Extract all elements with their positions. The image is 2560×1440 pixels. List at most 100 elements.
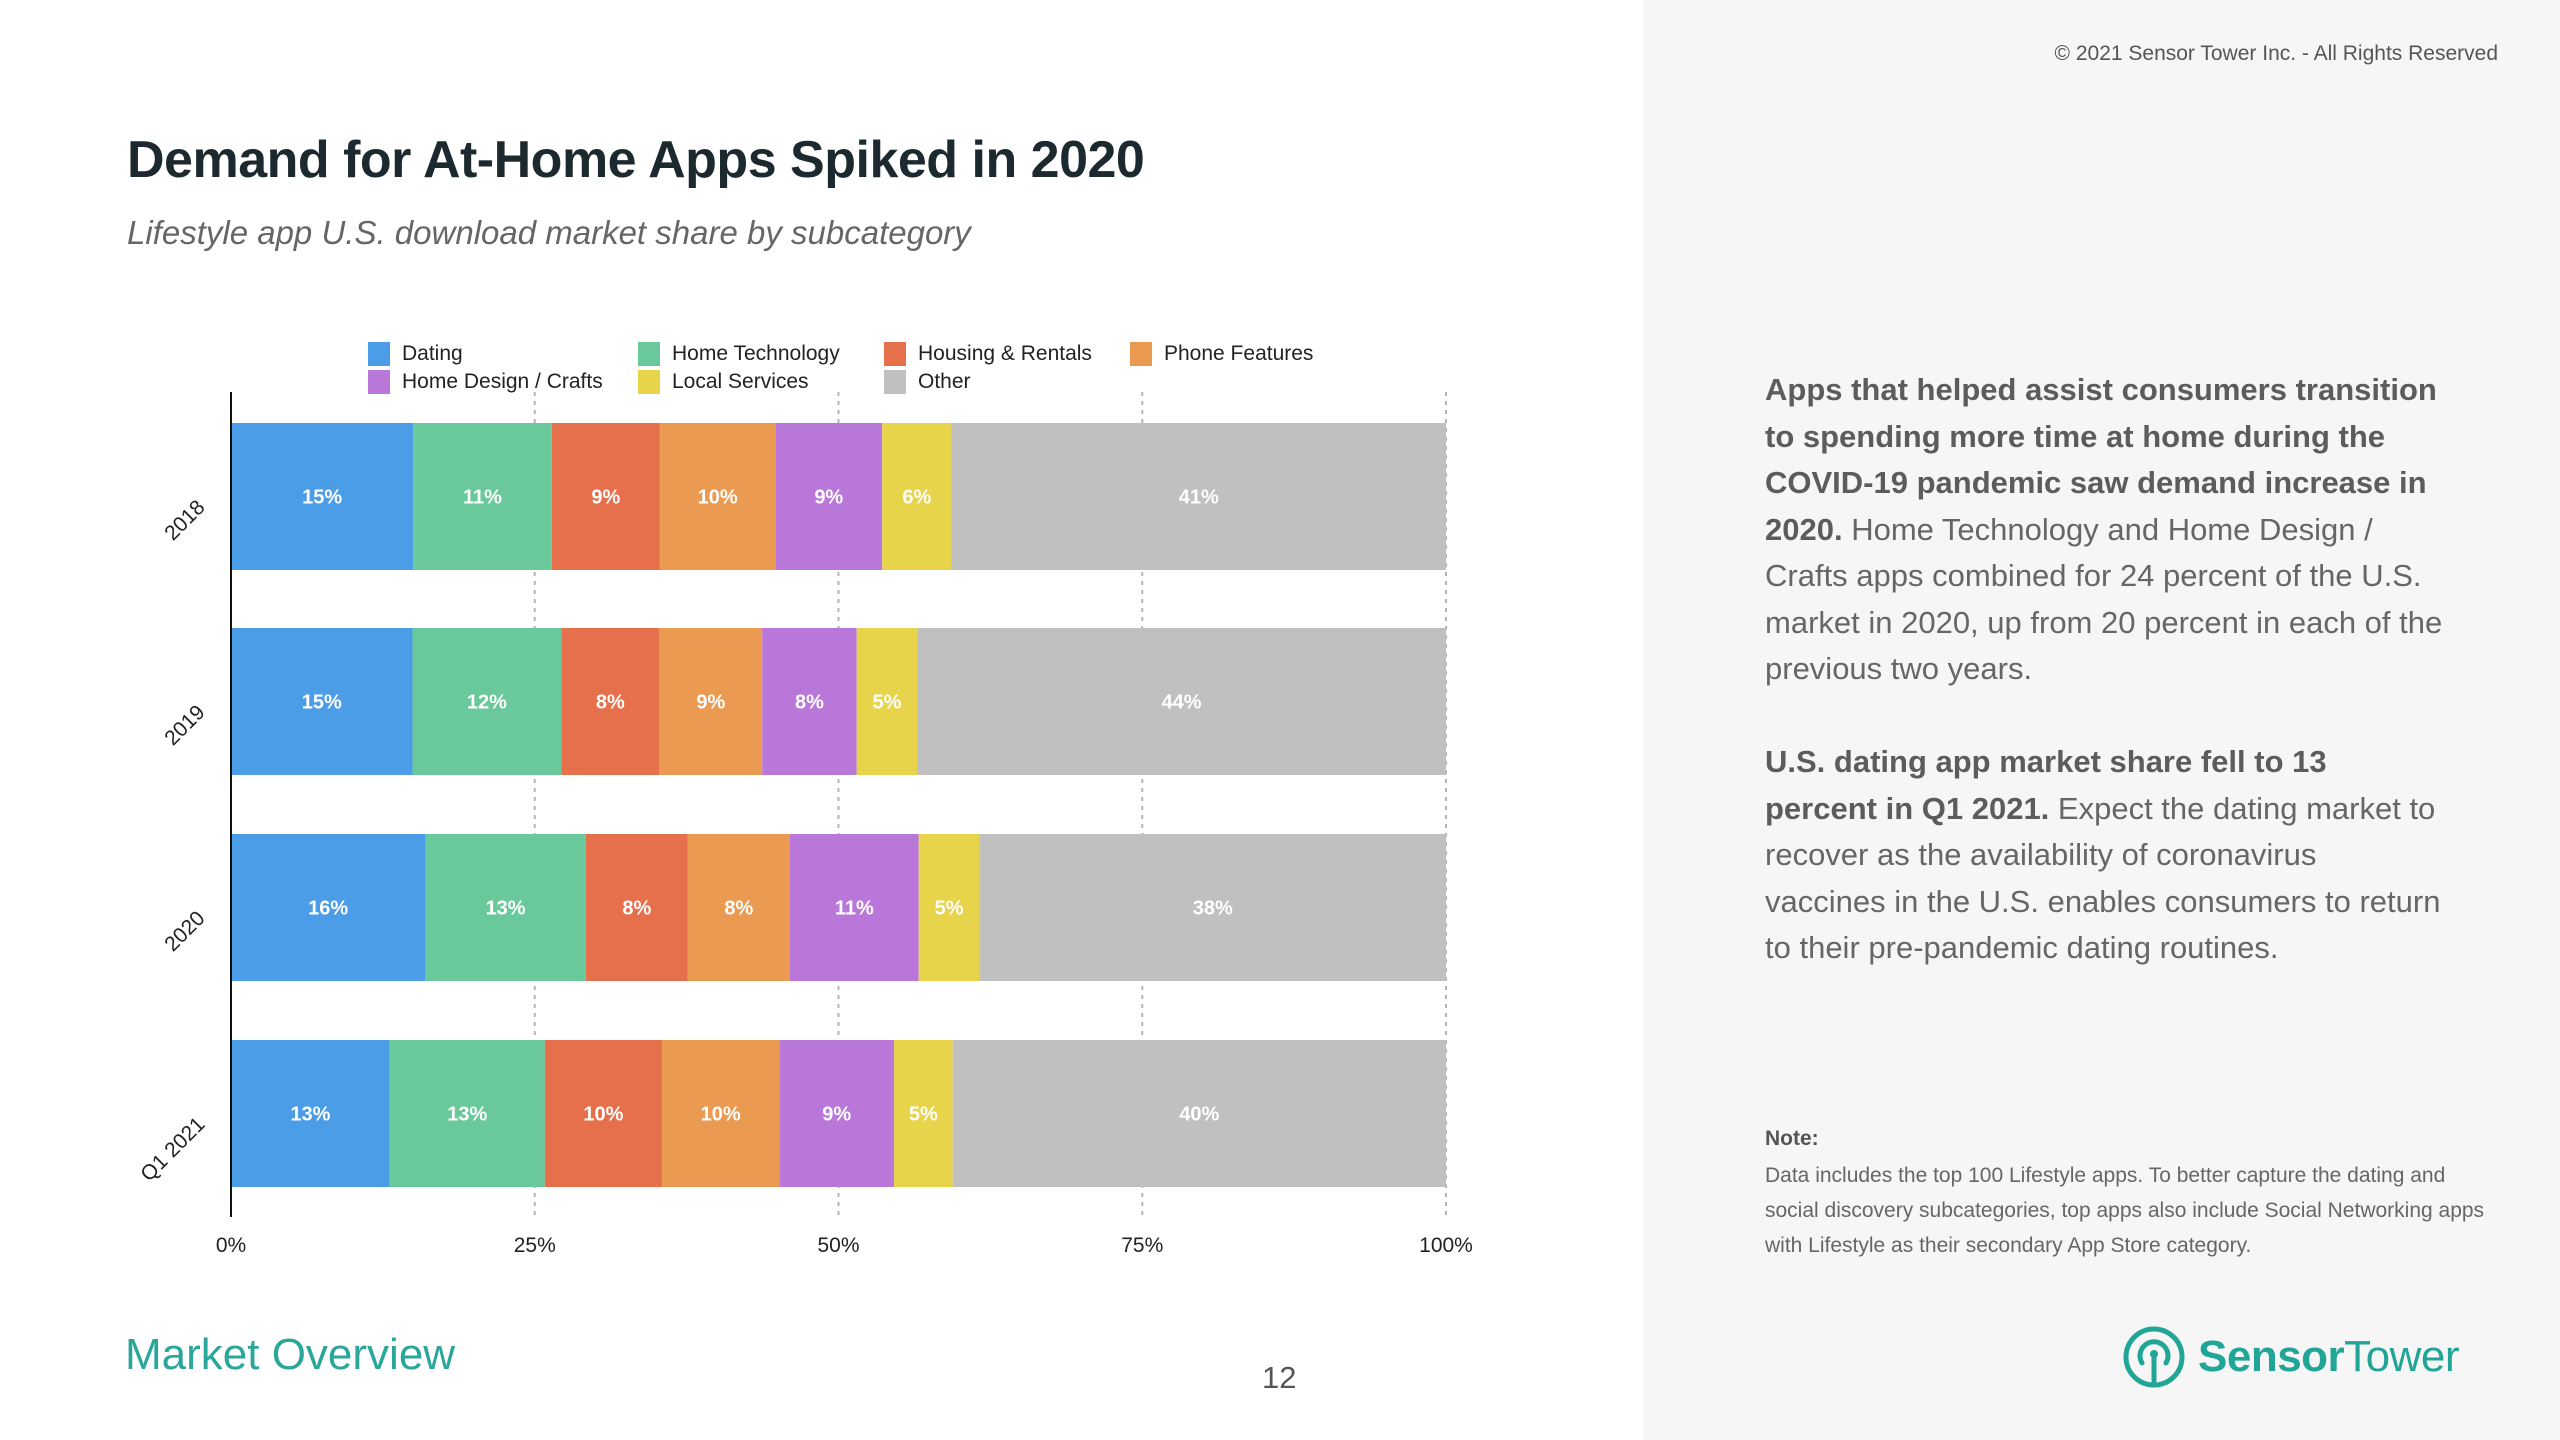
bar-segment: [551, 423, 660, 570]
data-label: 8%: [596, 692, 625, 714]
x-tick-label: 25%: [514, 1234, 556, 1257]
data-label: 11%: [835, 898, 874, 920]
y-category-label: 2018: [160, 496, 209, 545]
page-title: Demand for At-Home Apps Spiked in 2020: [127, 131, 1145, 189]
legend-swatch: [638, 370, 660, 394]
insight-2-bold: U.S. dating app market share fell to 13 …: [1765, 744, 2327, 826]
bar-segment: [231, 423, 414, 570]
x-tick-label: 50%: [817, 1234, 859, 1257]
bar-segment: [231, 834, 426, 981]
legend-item: Home Design / Crafts: [368, 370, 603, 394]
legend-label: Local Services: [672, 370, 809, 393]
data-label: 9%: [591, 487, 620, 509]
data-label: 9%: [814, 487, 843, 509]
insight-1-text: Home Technology and Home Design / Crafts…: [1765, 511, 2443, 687]
legend-item: Other: [884, 370, 971, 394]
bar-segment: [659, 423, 776, 570]
legend-item: Local Services: [638, 370, 809, 394]
legend-label: Home Technology: [672, 342, 840, 365]
data-label: 13%: [486, 898, 526, 920]
data-label: 9%: [822, 1104, 851, 1126]
bar-segment: [585, 834, 688, 981]
data-label: 40%: [1179, 1104, 1219, 1126]
data-label: 15%: [302, 487, 342, 509]
insight-paragraph-1: Apps that helped assist consumers transi…: [1765, 367, 2445, 693]
bar-segment: [789, 834, 919, 981]
bar-segment: [917, 628, 1446, 775]
data-label: 8%: [795, 692, 824, 714]
legend-label: Other: [918, 370, 971, 393]
bar-segment: [412, 628, 562, 775]
bar-segment: [951, 423, 1446, 570]
bar-segment: [425, 834, 586, 981]
bar-segment: [659, 628, 763, 775]
bar-segment: [231, 1040, 390, 1187]
note-text: Data includes the top 100 Lifestyle apps…: [1765, 1164, 2485, 1257]
bar-segment: [561, 628, 660, 775]
y-category-label: 2020: [160, 907, 209, 956]
data-label: 13%: [447, 1104, 487, 1126]
legend-swatch: [638, 342, 660, 366]
bar-segment: [775, 423, 883, 570]
legend-label: Housing & Rentals: [918, 342, 1092, 365]
data-label: 8%: [622, 898, 651, 920]
legend-label: Dating: [402, 342, 463, 365]
legend-label: Home Design / Crafts: [402, 370, 603, 393]
legend-item: Dating: [368, 342, 463, 366]
insight-paragraph-2: U.S. dating app market share fell to 13 …: [1765, 739, 2445, 972]
logo-word-sensor: Sensor: [2198, 1332, 2345, 1381]
slide-main: Demand for At-Home Apps Spiked in 2020 L…: [125, 131, 1473, 1395]
bar-segment: [856, 628, 918, 775]
data-label: 41%: [1179, 487, 1219, 509]
data-label: 8%: [724, 898, 753, 920]
section-label: Market Overview: [125, 1330, 456, 1379]
x-tick-label: 0%: [216, 1234, 246, 1257]
data-label: 10%: [698, 487, 738, 509]
legend-item: Phone Features: [1130, 342, 1313, 366]
bar-segment: [762, 628, 857, 775]
bar-segment: [389, 1040, 545, 1187]
logo-word-tower: Tower: [2344, 1332, 2460, 1381]
data-label: 5%: [872, 692, 901, 714]
sensor-tower-logo: SensorTower: [2122, 1325, 2460, 1389]
data-label: 12%: [467, 692, 507, 714]
legend-item: Housing & Rentals: [884, 342, 1092, 366]
stacked-bar-chart: 0% 25% 50% 75% 100% 15% 11% 9% 10% 9% 6% 41% 2018 15%…: [136, 392, 1473, 1257]
page-subtitle: Lifestyle app U.S. download market share…: [127, 214, 971, 251]
insight-1-bold: Apps that helped assist consumers transi…: [1765, 372, 2437, 547]
x-tick-label: 75%: [1121, 1234, 1163, 1257]
data-label: 10%: [583, 1104, 623, 1126]
data-label: 13%: [290, 1104, 330, 1126]
bar-segment: [662, 1040, 780, 1187]
data-label: 5%: [935, 898, 964, 920]
data-label: 38%: [1193, 898, 1233, 920]
y-category-label: 2019: [160, 701, 209, 750]
logo-wordmark: SensorTower: [2198, 1332, 2460, 1382]
bar-segment: [894, 1040, 953, 1187]
x-tick-label: 100%: [1419, 1234, 1473, 1257]
legend-swatch: [1130, 342, 1152, 366]
data-label: 9%: [696, 692, 725, 714]
data-label: 6%: [902, 487, 931, 509]
bar-segment: [952, 1040, 1446, 1187]
bar-segment: [882, 423, 952, 570]
data-label: 11%: [463, 487, 502, 509]
bar-segment: [687, 834, 790, 981]
bar-segment: [779, 1040, 895, 1187]
legend-swatch: [368, 342, 390, 366]
legend-label: Phone Features: [1164, 342, 1314, 365]
legend-swatch: [884, 370, 906, 394]
legend-item: Home Technology: [638, 342, 840, 366]
data-label: 16%: [308, 898, 348, 920]
bar-segment: [231, 628, 413, 775]
data-label: 5%: [909, 1104, 938, 1126]
bar-segment: [918, 834, 980, 981]
page-number: 12: [1262, 1360, 1297, 1395]
legend-swatch: [884, 342, 906, 366]
data-label: 44%: [1162, 692, 1202, 714]
y-category-label: Q1 2021: [136, 1113, 209, 1186]
legend-swatch: [368, 370, 390, 394]
sidebar-panel: © 2021 Sensor Tower Inc. - All Rights Re…: [1643, 0, 2560, 1440]
insight-2-text: Expect the dating market to recover as t…: [1765, 790, 2441, 966]
bar-segment: [979, 834, 1446, 981]
